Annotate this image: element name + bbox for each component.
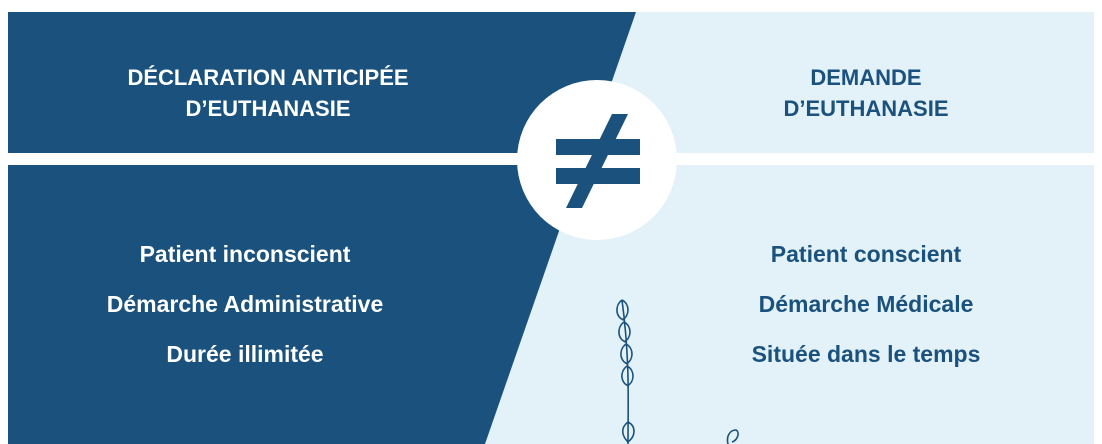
right-item: Patient conscient <box>771 241 962 267</box>
left-item: Patient inconscient <box>140 241 351 267</box>
left-title-line: DÉCLARATION ANTICIPÉE <box>127 65 408 90</box>
right-item: Située dans le temps <box>752 341 981 367</box>
right-title-line: DEMANDE <box>810 65 921 90</box>
left-item: Durée illimitée <box>166 341 323 367</box>
left-title-line: D’EUTHANASIE <box>185 96 350 121</box>
right-title-line: D’EUTHANASIE <box>783 96 948 121</box>
left-item: Démarche Administrative <box>107 291 384 317</box>
right-item: Démarche Médicale <box>759 291 974 317</box>
infographic: DÉCLARATION ANTICIPÉE D’EUTHANASIE DEMAN… <box>0 0 1102 444</box>
